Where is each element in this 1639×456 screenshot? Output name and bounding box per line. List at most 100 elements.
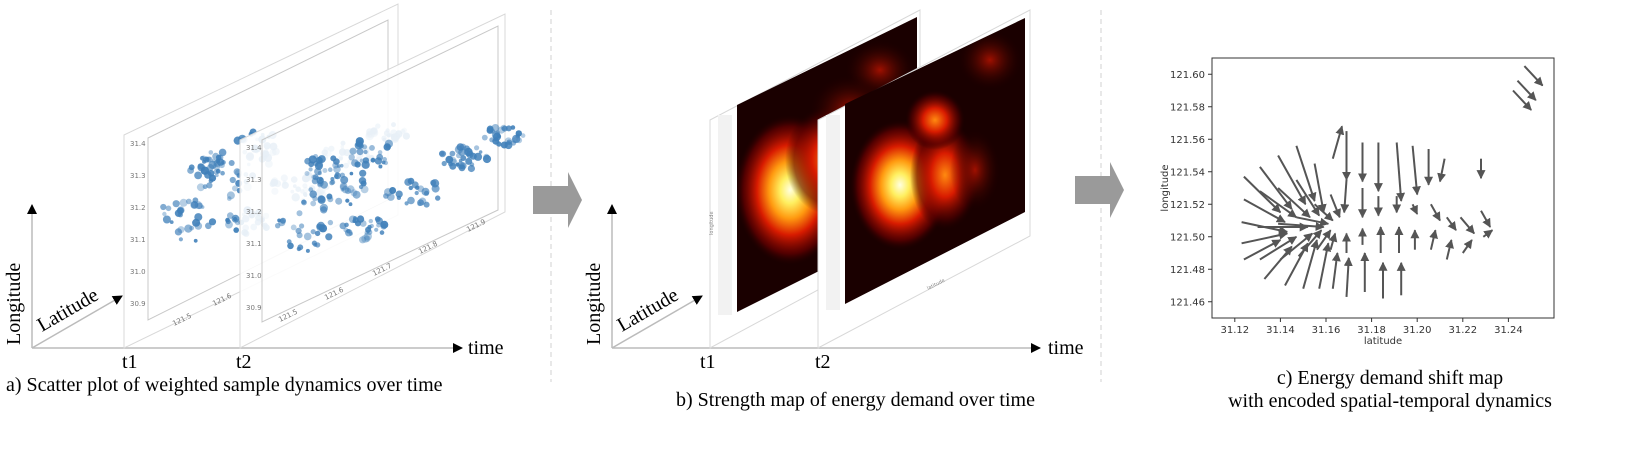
scatter-dot [334,174,339,179]
scatter-dot [408,185,413,191]
quiver-arrow [1480,210,1492,228]
x-tick-label: 31.14 [1266,325,1295,336]
scatter-dot [178,237,183,242]
svg-text:31.0: 31.0 [130,268,146,276]
tick-t1-b: t1 [700,351,716,373]
scatter-dot [464,147,473,157]
svg-text:31.3: 31.3 [130,172,146,180]
scatter-dot [312,195,318,202]
quiver-arrow [1461,239,1473,254]
scatter-dot [335,197,343,205]
svg-text:31.2: 31.2 [130,204,146,212]
scatter-dot [194,171,203,180]
y-tick-label: 121.50 [1170,232,1205,243]
quiver-arrow [1296,216,1330,227]
scatter-dot [404,201,409,206]
x-tick-label: 31.20 [1403,325,1432,336]
flow-arrow-1 [533,172,582,228]
scatter-dot [205,222,212,230]
scatter-dot [319,203,328,212]
scatter-dot [174,228,182,236]
quiver-xlabel: latitude [1364,336,1402,347]
scatter-dot [225,218,231,225]
quiver-arrow [1429,229,1438,250]
scatter-dot [374,227,379,232]
scatter-dot [352,190,361,199]
scatter-dot [360,185,369,194]
scatter-dot [374,216,381,222]
quiver-arrow [1263,245,1293,280]
scatter-dot [162,215,171,224]
scatter-dot [231,214,240,223]
quiver-arrow [1279,232,1313,261]
scatter-dot [370,157,376,163]
scatter-dot [233,227,239,233]
quiver-x-ticks: 31.12 31.14 31.16 31.18 31.20 31.22 31.24 [1220,318,1523,336]
scatter-dot [361,234,370,243]
quiver-arrow [1295,145,1317,202]
caption-c-line2: with encoded spatial-temporal dynamics [1228,390,1552,412]
scatter-dot [228,160,235,166]
scatter-dot [430,179,440,188]
scatter-dot [200,205,205,209]
x-tick-label: 31.22 [1448,325,1477,336]
scatter-dot [218,148,227,157]
scatter-dot [380,220,389,229]
scatter-dot [305,248,310,253]
y-tick-label: 121.58 [1170,102,1205,113]
scatter-y-ticks-t1: 31.4 31.3 31.2 31.1 31.0 30.9 [130,140,146,308]
quiver-arrow [1243,198,1286,223]
quiver-arrow [1331,125,1345,159]
quiver-arrow [1459,216,1475,235]
scatter-dot [186,198,192,205]
scatter-dot [455,162,460,167]
scatter-dot [359,220,367,227]
scatter-dot [407,196,415,205]
scatter-dot [216,158,225,166]
y-tick-label: 121.56 [1170,135,1205,146]
scatter-dot [445,155,454,164]
scatter-dot [308,161,315,168]
tick-t2: t2 [236,351,252,373]
quiver-arrow [1313,163,1327,214]
scatter-dot [500,124,507,131]
scatter-dot [310,229,316,235]
quiver-arrow [1331,252,1341,289]
quiver-arrow [1241,230,1289,245]
scatter-dot [345,198,350,203]
scatter-dot [229,176,236,184]
scatter-dot [309,190,318,198]
quiver-arrow [1259,166,1293,210]
scatter-dot [386,193,395,201]
quiver-arrow [1516,80,1537,101]
scatter-dot [439,150,445,157]
scatter-dot [290,224,297,231]
scatter-dot [489,137,495,143]
scatter-dot [226,191,235,200]
scatter-dot [345,229,353,237]
quiver-arrow [1328,232,1338,250]
quiver-arrow [1395,142,1406,202]
scatter-dot [165,205,172,212]
scatter-dot [414,190,419,196]
scatter-dot [378,164,383,169]
scatter-dot [200,155,207,162]
scatter-dot [435,195,441,201]
scatter-dot [316,224,325,232]
scatter-dot [383,160,388,166]
x-tick-label: 31.18 [1357,325,1386,336]
quiver-arrow [1482,229,1494,239]
x-tick-label: 31.12 [1220,325,1249,336]
scatter-dot [336,164,341,168]
scatter-dot [486,125,494,133]
scatter-dot [359,236,367,244]
scatter-dot [335,172,340,176]
x-tick-label: 31.16 [1312,325,1341,336]
scatter-dot [316,221,325,230]
scatter-dot [348,154,355,161]
panel-a: Longitude Latitude time t1 t2 31.4 31.3 … [3,3,526,396]
quiver-arrow [1243,239,1282,261]
axis-label-latitude: Latitude [34,284,103,336]
scatter-dot [296,210,303,217]
